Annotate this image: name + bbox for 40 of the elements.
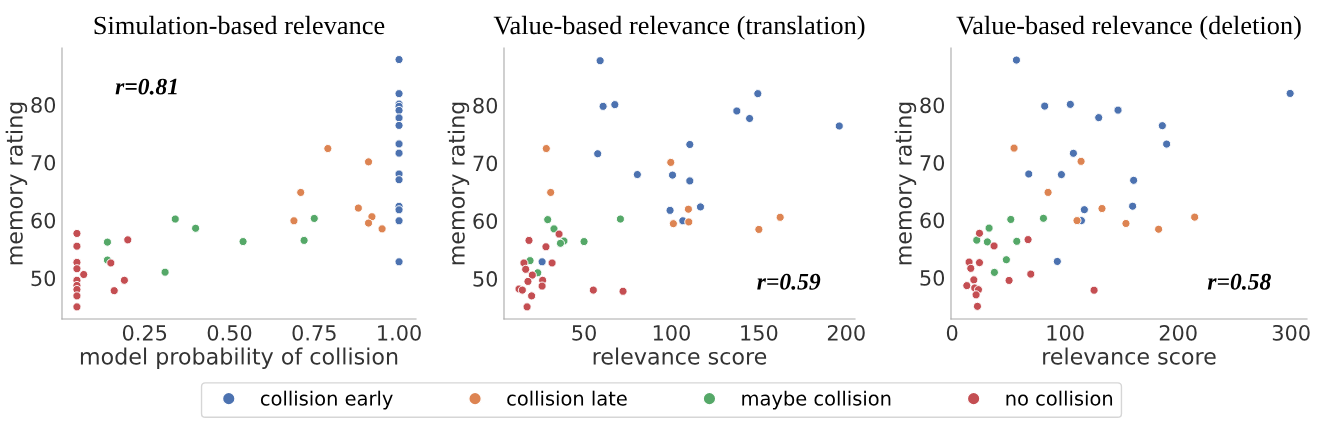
x-tick-label: 200 (827, 324, 865, 341)
x-tick-label: 0.75 (292, 324, 336, 341)
annotation: r=0.81 (115, 78, 177, 95)
x-tick-label: 100 (1047, 324, 1084, 341)
y-axis-title: memory rating (447, 102, 470, 265)
y-tick-label: 80 (31, 97, 56, 113)
x-tick-label: 150 (741, 324, 778, 341)
chart-title: Value-based relevance (deletion) (956, 15, 1301, 40)
y-tick-label: 50 (473, 271, 498, 287)
x-tick-label: 0.50 (207, 324, 252, 341)
x-tick-label: 0 (946, 324, 958, 341)
x-axis-title: relevance score (593, 347, 767, 365)
x-tick-label: 300 (1272, 324, 1310, 341)
legend-label: maybe collision (742, 390, 891, 410)
x-tick-label: 0.25 (122, 324, 167, 341)
x-axis-title: relevance score (1043, 347, 1216, 365)
x-axis-title: model probability of collision (80, 347, 398, 369)
y-tick-label: 70 (473, 155, 498, 172)
x-tick-label: 50 (572, 324, 596, 341)
annotation: r=0.59 (757, 273, 821, 290)
y-axis-title: memory rating (5, 102, 28, 265)
chart-title: Value-based relevance (translation) (493, 15, 865, 40)
chart-title: Simulation-based relevance (94, 15, 385, 35)
y-tick-label: 70 (920, 154, 945, 171)
annotation: r=0.58 (1207, 273, 1271, 290)
y-tick-label: 60 (31, 212, 56, 229)
y-tick-label: 60 (920, 212, 945, 229)
legend-label: collision late (507, 390, 627, 406)
y-tick-label: 80 (920, 97, 945, 114)
legend-label: no collision (1006, 390, 1113, 406)
y-axis-title: memory rating (894, 102, 917, 265)
y-tick-label: 60 (473, 213, 498, 229)
x-tick-label: 200 (1159, 324, 1197, 341)
legend-label: collision early (260, 390, 393, 410)
y-tick-label: 70 (31, 154, 56, 171)
y-tick-label: 50 (31, 270, 56, 287)
y-tick-label: 50 (920, 270, 945, 286)
x-tick-label: 100 (653, 324, 690, 341)
x-tick-label: 1.00 (378, 324, 421, 341)
y-tick-label: 80 (473, 97, 498, 114)
